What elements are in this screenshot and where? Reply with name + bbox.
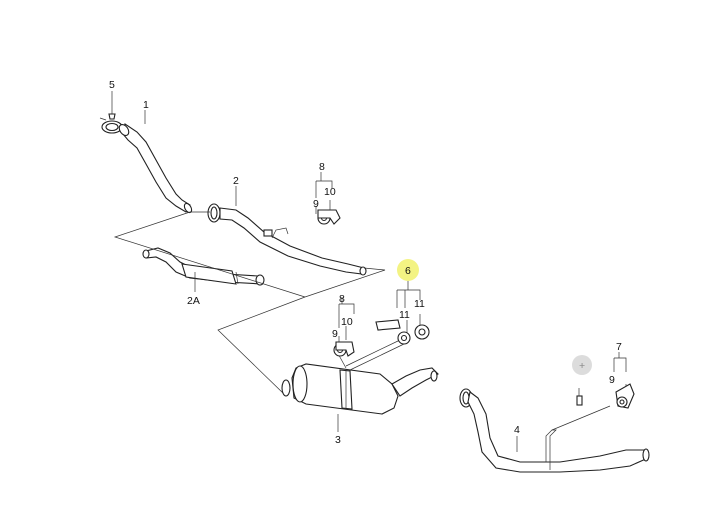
hanger-assembly-upper[interactable]: [315, 180, 341, 225]
callout-label-7[interactable]: 7: [616, 341, 622, 353]
bolt-icon[interactable]: [576, 388, 583, 406]
hanger-assembly-6[interactable]: [375, 289, 430, 345]
part-1-front-pipe[interactable]: [101, 120, 193, 214]
plus-marker-label: +: [579, 360, 585, 372]
callout-label-8-upper[interactable]: 8: [319, 161, 325, 173]
callout-label-10-middle[interactable]: 10: [341, 316, 353, 328]
callout-label-1[interactable]: 1: [143, 99, 149, 111]
callout-label-6[interactable]: 6: [405, 265, 411, 277]
part-3-rear-muffler[interactable]: [281, 339, 439, 415]
callout-label-9-middle[interactable]: 9: [332, 328, 338, 340]
part-2a-center-pipe[interactable]: [142, 247, 265, 286]
callout-leaders: [144, 110, 620, 452]
hanger-assembly-7[interactable]: [613, 357, 635, 409]
callout-label-5[interactable]: 5: [109, 79, 115, 91]
inactive-marker[interactable]: [572, 355, 592, 375]
callout-label-9-upper[interactable]: 9: [313, 198, 319, 210]
callout-label-11-left[interactable]: 11: [399, 309, 410, 321]
callout-label-2a[interactable]: 2A: [187, 295, 200, 307]
part-4-tail-pipe[interactable]: [459, 388, 650, 473]
part-5-clamp[interactable]: [99, 91, 116, 121]
part-2-intermediate-pipe[interactable]: [207, 203, 367, 276]
callout-label-10-upper[interactable]: 10: [324, 186, 336, 198]
callout-label-8-middle[interactable]: 8: [339, 293, 345, 305]
callout-label-4[interactable]: 4: [514, 424, 520, 436]
callout-label-2[interactable]: 2: [233, 175, 239, 187]
assembly-guide-lines: [113, 211, 386, 396]
callout-label-11-right[interactable]: 11: [414, 298, 425, 310]
hanger-assembly-middle[interactable]: [333, 303, 355, 357]
callout-label-9-rear[interactable]: 9: [609, 374, 615, 386]
callout-label-3[interactable]: 3: [335, 434, 341, 446]
highlight-marker-6[interactable]: [397, 259, 419, 281]
